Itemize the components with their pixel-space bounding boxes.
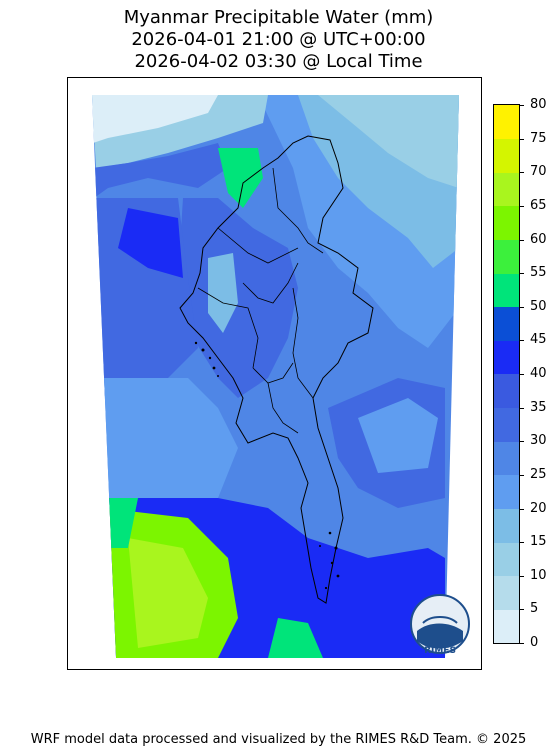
colorbar-segment — [494, 374, 519, 408]
colorbar-tick-label: 15 — [530, 534, 547, 549]
pw-region-sw-edge — [102, 498, 138, 548]
pw-region-sw-wettest — [128, 538, 208, 648]
colorbar-tick — [520, 509, 524, 510]
colorbar-tick — [520, 105, 524, 106]
colorbar-tick-label: 70 — [530, 164, 547, 179]
map-panel — [67, 77, 482, 670]
colorbar-tick — [520, 273, 524, 274]
colorbar-tick-label: 25 — [530, 467, 547, 482]
colorbar-segment — [494, 340, 519, 375]
colorbar-segment — [494, 508, 519, 543]
colorbar-tick-label: 75 — [530, 131, 547, 146]
rimes-logo-icon: RIMES — [410, 594, 470, 655]
colorbar-tick — [520, 172, 524, 173]
title-line-2: 2026-04-01 21:00 @ UTC+00:00 — [131, 29, 426, 50]
colorbar-tick-label: 30 — [530, 433, 547, 448]
footer-credit: WRF model data processed and visualized … — [30, 732, 527, 747]
colorbar-tick — [520, 643, 524, 644]
colorbar-segment — [494, 239, 519, 274]
state-boundary — [292, 287, 314, 399]
colorbar-tick — [520, 139, 524, 140]
pw-region-nw-wetter — [92, 143, 228, 198]
colorbar-tick-label: 0 — [530, 635, 539, 650]
colorbar-tick — [520, 374, 524, 375]
state-boundary — [272, 167, 324, 254]
colorbar-segment — [494, 575, 519, 610]
coastal-islands — [194, 341, 340, 590]
precipitable-water-map — [92, 95, 459, 658]
colorbar-tick — [520, 240, 524, 241]
colorbar-tick-label: 10 — [530, 568, 547, 583]
title-line-3: 2026-04-02 03:30 @ Local Time — [134, 51, 423, 72]
pw-region-bay-mid — [92, 378, 238, 508]
colorbar-tick-label: 5 — [530, 601, 539, 616]
pw-region-north-band — [218, 148, 263, 208]
map-title: Myanmar Precipitable Water (mm) 2026-04-… — [0, 7, 557, 73]
colorbar-tick — [520, 206, 524, 207]
pw-region-n-dry — [318, 95, 459, 188]
state-boundary — [217, 227, 299, 264]
pw-field — [92, 95, 459, 658]
colorbar-segment — [494, 172, 519, 207]
colorbar-tick — [520, 307, 524, 308]
colorbar-tick-label: 60 — [530, 232, 547, 247]
colorbar-tick — [520, 609, 524, 610]
title-line-1: Myanmar Precipitable Water (mm) — [123, 7, 434, 28]
colorbar-tick-label: 50 — [530, 299, 547, 314]
state-boundary — [267, 382, 299, 434]
colorbar-segment — [494, 205, 519, 240]
colorbar-tick-label: 80 — [530, 97, 547, 112]
colorbar-tick — [520, 542, 524, 543]
colorbar-tick-label: 45 — [530, 332, 547, 347]
colorbar-segment — [494, 474, 519, 509]
colorbar-tick — [520, 408, 524, 409]
pw-region-se-highland — [358, 398, 438, 473]
pw-region-central — [178, 198, 298, 398]
state-boundary — [252, 362, 294, 384]
colorbar-segment — [494, 138, 519, 173]
myanmar-border — [179, 135, 374, 604]
colorbar-tick — [520, 475, 524, 476]
pw-region-bay-moist — [118, 208, 183, 278]
colorbar-segment — [494, 105, 519, 139]
colorbar-tick-label: 40 — [530, 366, 547, 381]
state-boundary — [242, 262, 299, 304]
pw-region-dry-zone — [208, 253, 238, 333]
pw-region-south-cell — [268, 618, 323, 658]
colorbar-segment — [494, 441, 519, 476]
colorbar-tick — [520, 576, 524, 577]
pw-region-nw-driest — [92, 95, 218, 143]
colorbar — [493, 104, 520, 644]
colorbar-segment — [494, 407, 519, 442]
colorbar-segment — [494, 306, 519, 341]
colorbar-segment — [494, 609, 519, 644]
colorbar-tick-label: 35 — [530, 400, 547, 415]
colorbar-tick-label: 65 — [530, 198, 547, 213]
colorbar-tick-label: 20 — [530, 501, 547, 516]
state-boundary — [197, 287, 259, 369]
colorbar-tick — [520, 441, 524, 442]
colorbar-segment — [494, 542, 519, 577]
colorbar-tick — [520, 340, 524, 341]
colorbar-tick-label: 55 — [530, 265, 547, 280]
colorbar-segment — [494, 273, 519, 308]
logo-text: RIMES — [424, 646, 456, 655]
